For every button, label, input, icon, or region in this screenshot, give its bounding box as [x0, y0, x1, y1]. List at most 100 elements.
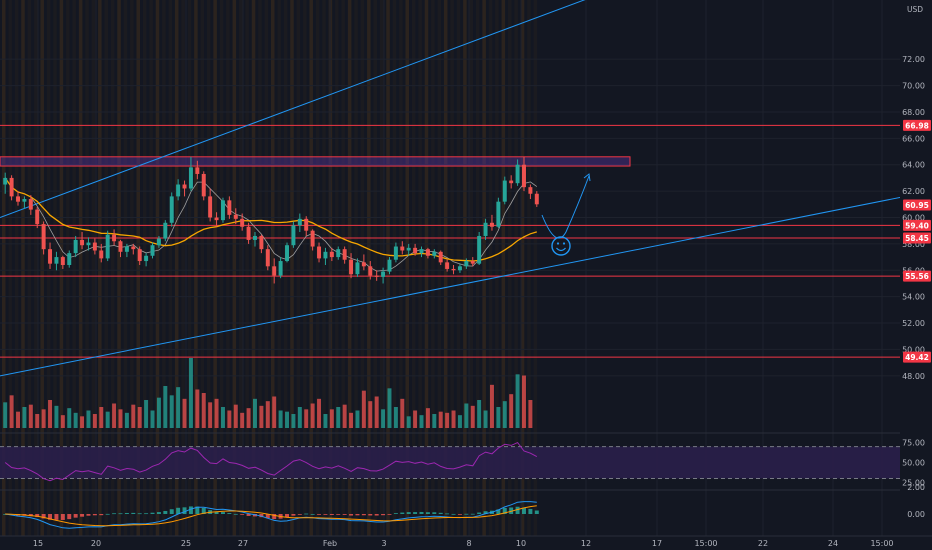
candle-body: [182, 184, 187, 189]
candle[interactable]: [220, 197, 225, 223]
lower-trendline[interactable]: [0, 190, 932, 377]
candle[interactable]: [432, 249, 437, 259]
candle[interactable]: [112, 229, 117, 246]
candle[interactable]: [188, 156, 193, 192]
candle[interactable]: [265, 245, 270, 271]
candle[interactable]: [54, 251, 59, 271]
candle[interactable]: [445, 259, 450, 272]
candle[interactable]: [502, 176, 507, 205]
candle[interactable]: [496, 197, 501, 229]
candle[interactable]: [272, 258, 277, 284]
candle[interactable]: [438, 250, 443, 265]
volume-bar: [169, 395, 174, 428]
candle[interactable]: [35, 206, 40, 229]
candle[interactable]: [285, 242, 289, 263]
candle[interactable]: [483, 218, 488, 240]
candle[interactable]: [278, 257, 283, 279]
candle[interactable]: [118, 239, 123, 258]
candle[interactable]: [80, 232, 85, 250]
candle[interactable]: [349, 253, 354, 279]
candle[interactable]: [137, 246, 142, 265]
candle[interactable]: [400, 241, 405, 255]
macd-hist-bar: [48, 514, 53, 520]
session-band: [232, 0, 237, 536]
candle[interactable]: [227, 196, 232, 219]
candle[interactable]: [381, 267, 386, 284]
candle[interactable]: [195, 160, 200, 180]
candle[interactable]: [425, 247, 430, 259]
candle[interactable]: [67, 250, 72, 268]
candle[interactable]: [413, 243, 418, 256]
candle[interactable]: [464, 258, 469, 269]
candle[interactable]: [22, 196, 27, 209]
candle[interactable]: [60, 255, 65, 269]
candle[interactable]: [214, 212, 219, 227]
candle[interactable]: [509, 175, 514, 189]
candle[interactable]: [144, 253, 149, 267]
forecast-arrow[interactable]: [541, 175, 590, 239]
candle[interactable]: [534, 191, 539, 207]
candle[interactable]: [355, 258, 360, 277]
candle[interactable]: [233, 208, 238, 225]
candle[interactable]: [246, 222, 251, 244]
candle[interactable]: [41, 221, 46, 255]
candle[interactable]: [28, 195, 33, 215]
candle[interactable]: [92, 238, 97, 255]
candle[interactable]: [131, 243, 136, 255]
candle[interactable]: [86, 237, 91, 251]
candle[interactable]: [208, 188, 213, 222]
candle[interactable]: [393, 242, 398, 263]
candle[interactable]: [342, 246, 347, 264]
candle[interactable]: [16, 191, 20, 206]
candle[interactable]: [515, 159, 520, 186]
price-level-label: 60.95: [905, 201, 929, 210]
candle[interactable]: [489, 214, 494, 231]
session-band: [78, 0, 83, 536]
candle[interactable]: [457, 263, 462, 273]
candle[interactable]: [240, 213, 245, 231]
candle[interactable]: [48, 242, 53, 269]
candle[interactable]: [329, 247, 334, 262]
candle[interactable]: [317, 242, 322, 263]
candle[interactable]: [201, 171, 206, 201]
candle[interactable]: [253, 232, 257, 247]
candle[interactable]: [310, 229, 315, 251]
candle[interactable]: [470, 257, 475, 267]
macd-hist-bar: [233, 513, 238, 515]
candle[interactable]: [336, 246, 341, 260]
candle[interactable]: [451, 264, 456, 275]
candle[interactable]: [323, 247, 328, 265]
candle[interactable]: [297, 213, 302, 233]
candle[interactable]: [176, 179, 181, 201]
price-level-tag: [903, 351, 931, 363]
candle[interactable]: [259, 234, 264, 254]
candle[interactable]: [374, 270, 379, 281]
candle[interactable]: [522, 156, 526, 192]
macd-hist-bar: [73, 514, 78, 518]
candle[interactable]: [9, 175, 14, 201]
candle[interactable]: [528, 184, 533, 200]
candle[interactable]: [124, 243, 129, 258]
candle[interactable]: [291, 221, 296, 248]
candle[interactable]: [150, 242, 155, 259]
candle[interactable]: [368, 261, 373, 280]
upper-trendline[interactable]: [0, 0, 620, 218]
candle[interactable]: [73, 235, 78, 258]
resistance-zone-rect[interactable]: [0, 156, 631, 167]
candle[interactable]: [105, 230, 110, 262]
candle[interactable]: [419, 246, 424, 258]
candle[interactable]: [163, 220, 168, 242]
smiley-icon[interactable]: [551, 236, 571, 256]
candle[interactable]: [304, 216, 309, 236]
candle[interactable]: [361, 254, 366, 271]
volume-bar: [489, 384, 494, 428]
candle[interactable]: [182, 180, 187, 197]
candle[interactable]: [477, 232, 482, 265]
candle[interactable]: [387, 257, 392, 275]
candle[interactable]: [99, 243, 104, 263]
candle[interactable]: [406, 243, 411, 256]
candle[interactable]: [156, 235, 161, 248]
candle[interactable]: [169, 192, 174, 227]
candle[interactable]: [3, 172, 8, 194]
